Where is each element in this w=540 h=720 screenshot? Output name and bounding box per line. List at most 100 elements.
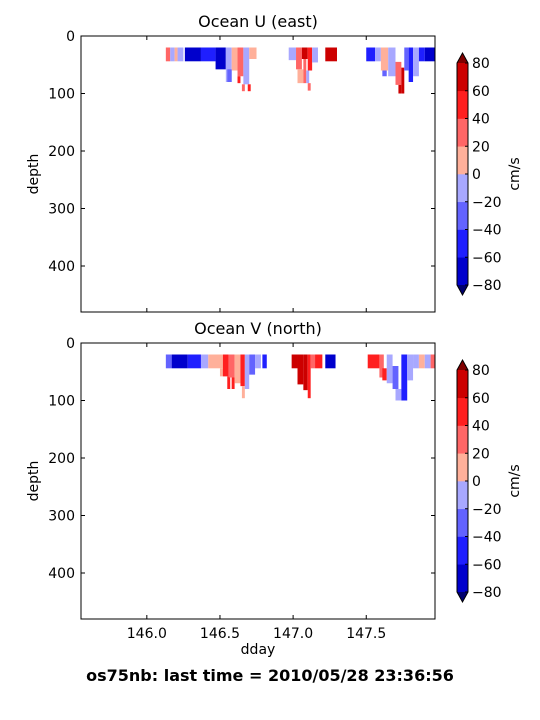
heatmap-cell: [303, 354, 308, 391]
heatmap-cell: [171, 354, 188, 369]
colorbar-segment: [457, 257, 468, 286]
heatmap-cell: [296, 47, 302, 70]
heatmap-cell: [366, 47, 376, 62]
ytick-label: 400: [48, 566, 75, 582]
heatmap-cell: [301, 47, 308, 59]
colorbar-extend-max: [457, 360, 468, 370]
colorbar-tick-label: −80: [472, 585, 502, 601]
heatmap-cell: [165, 47, 171, 62]
xtick-label: 147.0: [273, 626, 313, 642]
heatmap-cell: [418, 47, 425, 62]
colorbar-segment: [457, 146, 468, 175]
heatmap-cell: [307, 47, 313, 71]
heatmap-cell: [382, 70, 387, 77]
ytick-label: 200: [48, 144, 75, 160]
heatmap-cell: [297, 354, 304, 385]
heatmap-cell: [312, 47, 318, 63]
heatmap-cell: [244, 354, 250, 389]
heatmap-cell: [413, 354, 419, 369]
heatmap-cell: [375, 47, 381, 62]
colorbar-label-v: cm/s: [507, 464, 523, 497]
heatmap-cell: [325, 47, 337, 62]
heatmap-cell: [231, 377, 235, 389]
colorbar-segment: [457, 201, 468, 230]
panel-ocean-v: Ocean V (north) depth cm/s dday 01002003…: [26, 319, 523, 658]
colorbar-segment: [457, 425, 468, 454]
figure-suptitle: os75nb: last time = 2010/05/28 23:36:56: [86, 666, 454, 685]
heatmap-cell: [237, 76, 241, 84]
heatmap-cell: [398, 84, 402, 94]
heatmap-cell: [408, 47, 414, 82]
colorbar-tick-label: 60: [472, 84, 490, 100]
heatmap-cell: [243, 47, 250, 85]
heatmap-cell: [215, 47, 226, 70]
heatmap-cell: [249, 47, 257, 59]
colorbar-segment: [457, 174, 468, 203]
heatmap-cell: [234, 354, 241, 384]
colorbar-segment: [457, 453, 468, 482]
colorbar-tick-label: −80: [472, 278, 502, 294]
heatmap-cell: [228, 354, 235, 378]
xlabel-v: dday: [241, 642, 276, 658]
colorbar-label-u: cm/s: [507, 157, 523, 190]
heatmap-cell: [174, 47, 178, 62]
heatmap-cell: [241, 84, 245, 92]
heatmap-cell: [310, 354, 316, 369]
ytick-label: 300: [48, 509, 75, 525]
colorbar-tick-label: 20: [472, 446, 490, 462]
heatmap-cell: [325, 354, 336, 369]
colorbar-tick-label: −40: [472, 223, 502, 239]
colorbar-tick-label: 60: [472, 391, 490, 407]
heatmap-cell: [424, 47, 435, 62]
heatmap-cell: [255, 354, 261, 369]
colorbar-tick-label: 40: [472, 419, 490, 435]
colorbar-tick-label: −20: [472, 195, 502, 211]
heatmap-cell: [382, 368, 387, 381]
colorbar-segment: [457, 508, 468, 537]
heatmap-cell: [297, 69, 304, 84]
ylabel-u: depth: [26, 154, 42, 195]
heatmap-cell: [170, 47, 175, 62]
heatmap-cell: [231, 47, 238, 71]
xtick-label: 147.5: [346, 626, 386, 642]
colorbar-tick-label: −40: [472, 530, 502, 546]
colorbar-segment: [457, 564, 468, 593]
heatmap-cell: [184, 47, 201, 62]
heatmap-cell: [395, 61, 402, 85]
heatmap-cell: [401, 354, 408, 401]
heatmap-cell: [379, 354, 384, 378]
heatmap-cell: [413, 47, 419, 77]
ytick-label: 100: [48, 87, 75, 103]
heatmap-cell: [208, 354, 223, 369]
colorbar-tick-label: −60: [472, 250, 502, 266]
colorbar-tick-label: 40: [472, 112, 490, 128]
colorbar-extend-min: [457, 285, 468, 295]
heatmap-cell: [237, 47, 244, 77]
ytick-label: 100: [48, 394, 75, 410]
colorbar-tick-label: −20: [472, 502, 502, 518]
xtick-label: 146.5: [200, 626, 240, 642]
heatmap-cell: [307, 83, 311, 91]
panel-ocean-u: Ocean U (east) depth cm/s 0100200300400−…: [26, 12, 523, 313]
colorbar-tick-label: 20: [472, 139, 490, 155]
heatmap-cell: [241, 386, 245, 399]
heatmap-cell: [240, 354, 245, 387]
heatmap-cell: [227, 69, 232, 82]
xtick-label: 146.0: [127, 626, 167, 642]
colorbar-segment: [457, 481, 468, 510]
colorbar-tick-label: 80: [472, 56, 490, 72]
heatmap-cell: [386, 354, 393, 384]
heatmap-cell: [401, 67, 405, 94]
colorbar-segment: [457, 229, 468, 258]
colorbar-tick-label: 0: [472, 474, 481, 490]
heatmap-cell: [418, 354, 425, 369]
heatmap-cell: [307, 354, 311, 399]
plot-area: [81, 36, 435, 312]
heatmap-cell: [187, 354, 201, 369]
plot-area: [81, 343, 435, 619]
panel-title-u: Ocean U (east): [198, 12, 318, 31]
colorbar-tick-label: −60: [472, 557, 502, 573]
heatmap-cell: [262, 354, 267, 369]
axes-frame: [80, 342, 436, 620]
